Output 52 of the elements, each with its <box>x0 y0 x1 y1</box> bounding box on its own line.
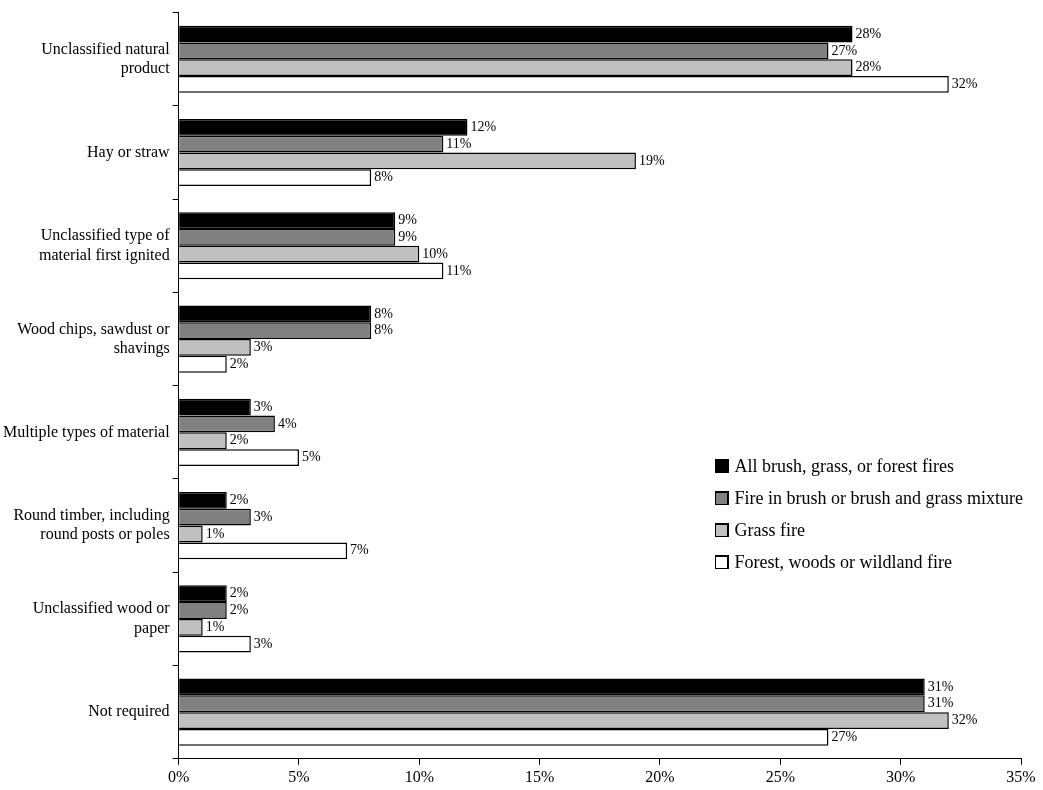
data-label: 3% <box>253 398 273 414</box>
x-tick-label: 25% <box>765 767 795 785</box>
y-tick-label: Wood chips, sawdust or shavings <box>17 319 171 357</box>
data-label: 19% <box>638 152 665 168</box>
data-label: 8% <box>374 322 394 338</box>
data-label: 2% <box>229 355 249 371</box>
x-tick-label: 20% <box>645 767 675 785</box>
data-label: 28% <box>855 59 882 75</box>
x-tick-label: 10% <box>404 767 434 785</box>
data-label: 2% <box>229 492 249 508</box>
data-label: 4% <box>277 415 297 431</box>
x-tick-label: 15% <box>524 767 555 785</box>
y-tick-label: Hay or straw <box>86 142 171 161</box>
data-label: 2% <box>229 602 249 618</box>
data-label: 3% <box>253 339 273 355</box>
y-tick-label: Unclassified wood or paper <box>32 599 171 637</box>
data-label: 7% <box>350 542 370 558</box>
data-label: 2% <box>229 585 249 601</box>
data-label: 3% <box>253 635 273 651</box>
legend-label: Fire in brush or brush and grass mixture <box>734 487 1023 509</box>
data-label: 5% <box>301 449 321 465</box>
x-tick-label: 0% <box>167 767 190 785</box>
data-label: 8% <box>374 169 394 185</box>
data-label: 9% <box>398 229 418 245</box>
y-tick-label: Round timber, including round posts or poles <box>13 506 170 544</box>
legend-label: Grass fire <box>734 519 806 541</box>
data-label: 10% <box>422 245 449 261</box>
data-label: 31% <box>927 695 954 711</box>
data-label: 2% <box>229 432 249 448</box>
data-label: 11% <box>446 135 472 151</box>
data-label: 9% <box>398 212 418 228</box>
data-label: 12% <box>470 119 497 134</box>
y-tick-label: Unclassified type of material first ignited <box>39 226 171 264</box>
data-label: 31% <box>927 678 954 694</box>
x-tick-label: 35% <box>1006 767 1036 785</box>
data-label: 1% <box>205 618 225 634</box>
data-label: 3% <box>253 508 273 524</box>
x-tick-label: 30% <box>886 767 916 785</box>
data-label: 32% <box>951 76 978 92</box>
data-label: 11% <box>446 262 472 278</box>
legend-label: All brush, grass, or forest fires <box>734 455 954 477</box>
y-tick-label: Not required <box>88 702 170 721</box>
data-label: 8% <box>374 305 394 321</box>
x-tick-label: 5% <box>288 767 310 785</box>
y-tick-label: Multiple types of material <box>3 422 171 441</box>
legend-label: Forest, woods or wildland fire <box>734 551 952 573</box>
data-label: 27% <box>831 42 858 58</box>
data-label: 1% <box>205 525 225 541</box>
data-label: 32% <box>951 712 978 728</box>
data-label: 27% <box>831 729 858 745</box>
y-tick-label: Unclassified natural product <box>41 39 171 78</box>
data-label: 28% <box>855 25 882 41</box>
